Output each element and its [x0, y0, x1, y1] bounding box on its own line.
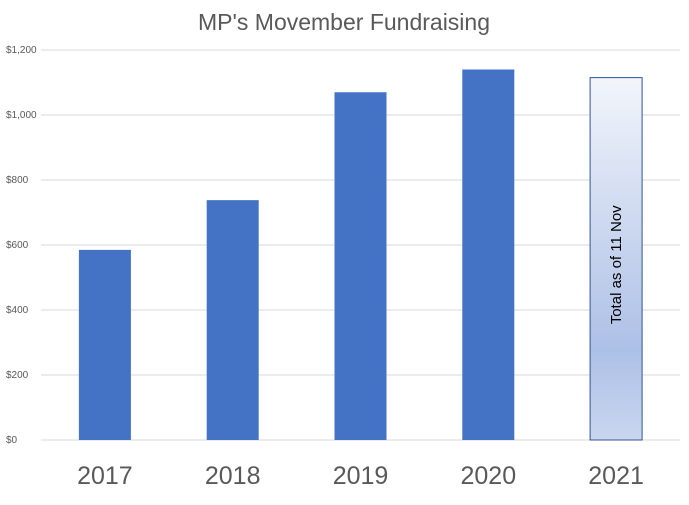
y-tick-label: $200 — [6, 370, 29, 381]
y-tick-label: $600 — [6, 240, 29, 251]
x-tick-label: 2019 — [333, 462, 389, 490]
y-tick-label: $1,200 — [6, 45, 37, 56]
x-tick-label: 2018 — [205, 462, 261, 490]
x-tick-label: 2021 — [588, 462, 644, 490]
x-tick-label: 2020 — [460, 462, 516, 490]
y-tick-label: $800 — [6, 175, 29, 186]
y-tick-label: $400 — [6, 305, 29, 316]
y-tick-label: $0 — [6, 435, 18, 446]
bars — [78, 69, 643, 441]
y-tick-label: $1,000 — [6, 110, 37, 121]
annotations: Total as of 11 Nov — [608, 205, 625, 324]
y-axis-ticks: $0 $200 $400 $600 $800 $1,000 $1,200 — [6, 45, 37, 446]
bar-2020 — [462, 69, 515, 440]
bar-2021 — [589, 77, 643, 441]
bar-2017 — [78, 249, 131, 440]
chart-title: MP's Movember Fundraising — [198, 9, 490, 35]
bar-2019 — [334, 92, 387, 440]
bar-2018 — [206, 200, 259, 440]
x-axis-ticks: 2017 2018 2019 2020 2021 — [77, 462, 644, 490]
bar-annotation: Total as of 11 Nov — [608, 205, 625, 324]
x-tick-label: 2017 — [77, 462, 133, 490]
